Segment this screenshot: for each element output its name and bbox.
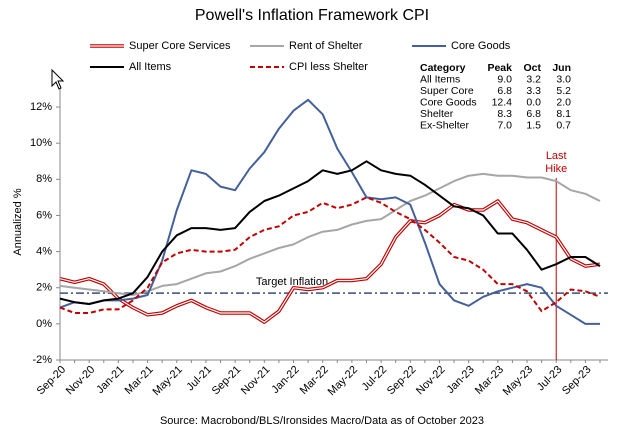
x-tick-label: Sep-20 — [35, 364, 69, 398]
x-tick-label: Mar-21 — [123, 364, 156, 397]
chart-title: Powell's Inflation Framework CPI — [195, 7, 429, 24]
x-tick-label: Jan-23 — [445, 364, 477, 396]
series-line — [59, 199, 601, 324]
legend-label: Super Core Services — [129, 40, 231, 52]
table-cell: All Items — [420, 73, 460, 85]
x-tick-label: May-21 — [151, 364, 185, 398]
table-cell: 8.1 — [556, 108, 571, 120]
table-cell: 3.2 — [526, 73, 541, 85]
y-tick-label: 4% — [36, 246, 52, 258]
cursor — [51, 68, 65, 90]
x-tick-label: Mar-23 — [473, 364, 506, 397]
table-cell: 0.7 — [556, 119, 571, 131]
x-tick-label: Sep-22 — [385, 364, 419, 398]
series-line — [59, 172, 601, 296]
series-line — [59, 160, 601, 305]
table-cell: Ex-Shelter — [420, 119, 470, 131]
table-cell: 8.3 — [497, 108, 512, 120]
x-tick-label: Nov-20 — [64, 364, 98, 398]
x-tick-label: Jan-21 — [94, 364, 126, 396]
table-header: Oct — [523, 62, 541, 74]
x-tick-label: Sep-21 — [210, 364, 244, 398]
table-cell: Shelter — [420, 108, 454, 120]
y-tick-label: 6% — [36, 209, 52, 221]
series-line-inner — [59, 200, 601, 323]
table-cell: Super Core — [420, 85, 474, 97]
y-tick-label: 12% — [30, 101, 52, 113]
table-cell: 9.0 — [497, 73, 512, 85]
x-tick-label: May-23 — [501, 364, 535, 398]
x-tick-label: Sep-23 — [560, 364, 594, 398]
target-label: Target Inflation — [256, 276, 328, 288]
x-tick-label: May-22 — [326, 364, 360, 398]
y-tick-label: -2% — [32, 354, 52, 366]
table-header: Peak — [487, 62, 512, 74]
last-hike-label: Last — [546, 150, 567, 162]
table-cell: 5.2 — [556, 85, 571, 97]
table-header: Category — [420, 62, 466, 74]
series-line — [59, 98, 600, 325]
series-line — [59, 196, 601, 314]
x-tick-label: Mar-22 — [298, 364, 331, 397]
x-tick-label: Nov-22 — [414, 364, 448, 398]
table-header: Jun — [552, 62, 571, 74]
y-tick-label: 0% — [36, 318, 52, 330]
source-note: Source: Macrobond/BLS/Ironsides Macro/Da… — [160, 415, 484, 427]
legend-label: Rent of Shelter — [289, 40, 363, 52]
table-cell: 6.8 — [497, 85, 512, 97]
legend-label: Core Goods — [451, 40, 511, 52]
table-cell: Core Goods — [420, 96, 477, 108]
table-cell: 3.3 — [526, 85, 541, 97]
table-cell: 7.0 — [497, 119, 512, 131]
x-tick-label: Nov-21 — [239, 364, 273, 398]
table-cell: 0.0 — [526, 96, 541, 108]
y-axis-label: Annualized % — [12, 188, 24, 255]
table-cell: 12.4 — [492, 96, 513, 108]
y-tick-label: 10% — [30, 137, 52, 149]
x-tick-label: Jan-22 — [269, 364, 301, 396]
y-tick-label: 2% — [36, 282, 52, 294]
y-tick-label: 8% — [36, 173, 52, 185]
table-cell: 3.0 — [556, 73, 571, 85]
legend-label: CPI less Shelter — [289, 61, 368, 73]
legend-label: All Items — [129, 61, 172, 73]
table-cell: 6.8 — [526, 108, 541, 120]
table-cell: 2.0 — [556, 96, 571, 108]
last-hike-label: Hike — [545, 163, 567, 175]
table-cell: 1.5 — [526, 119, 541, 131]
